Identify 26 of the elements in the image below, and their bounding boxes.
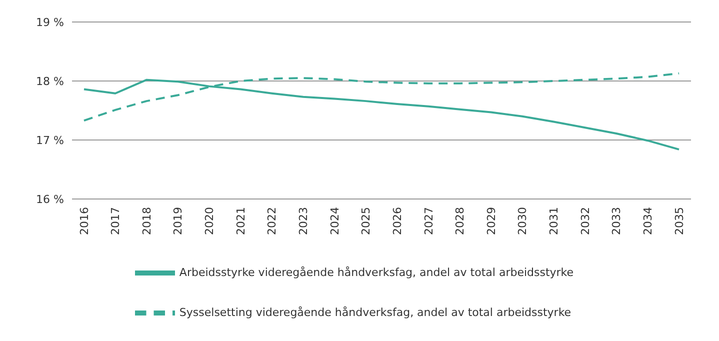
y-tick-label: 19 % [36,16,64,29]
x-tick-label: 2024 [328,207,342,235]
legend-label: Sysselsetting videregående håndverksfag, andel av total arbeidsstyrke [179,306,572,320]
x-tick-label: 2023 [297,207,310,235]
x-tick-label: 2017 [109,207,122,235]
x-tick-label: 2022 [266,207,279,235]
x-tick-label: 2027 [422,207,436,235]
y-tick-label: 16 % [36,192,64,206]
x-tick-label: 2018 [140,207,154,235]
x-tick-label: 2020 [203,207,216,235]
x-tick-label: 2035 [672,207,686,235]
x-tick-label: 2021 [234,207,248,235]
y-tick-label: 18 % [36,74,64,88]
x-tick-label: 2016 [78,207,91,235]
x-tick-label: 2031 [548,207,561,235]
x-tick-label: 2033 [610,207,624,235]
legend-label: Arbeidsstyrke videregående håndverksfag, andel av total arbeidsstyrke [179,266,574,280]
x-tick-label: 2034 [641,207,654,235]
x-tick-label: 2029 [484,207,498,235]
x-tick-label: 2019 [172,207,185,235]
x-tick-label: 2025 [360,207,373,235]
x-tick-label: 2026 [390,207,404,235]
x-tick-label: 2030 [516,207,530,235]
x-tick-label: 2032 [578,207,592,235]
y-tick-label: 17 % [36,134,64,147]
x-tick-label: 2028 [454,207,467,235]
